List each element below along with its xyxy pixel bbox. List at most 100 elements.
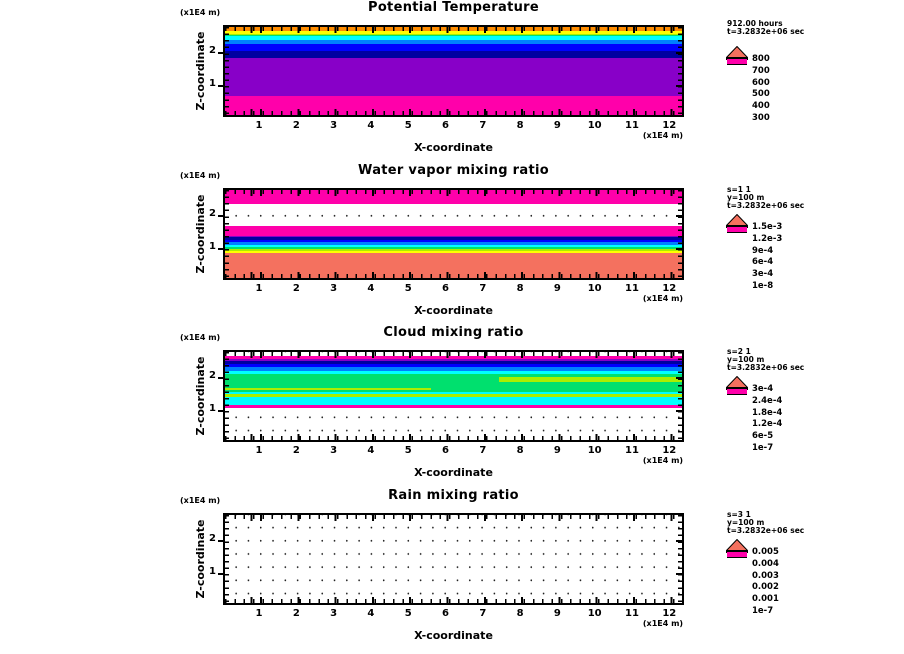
- x-tick-label: 6: [442, 283, 449, 294]
- y-axis-major-tick: [218, 573, 225, 576]
- y-axis-minor-ticks: [678, 352, 682, 440]
- colorbar-segment: [727, 552, 747, 557]
- contour-band: [499, 377, 682, 382]
- x-tick-label: 6: [442, 608, 449, 619]
- contour-band: [225, 359, 682, 361]
- contour-band: [225, 35, 682, 37]
- x-tick-label: 9: [553, 445, 561, 456]
- colorbar-header-line: t=3.2832e+06 sec: [727, 526, 805, 535]
- x-tick-label: 1: [255, 283, 263, 294]
- y-axis-label: Z-coordinate: [194, 194, 207, 274]
- contour-band: [225, 235, 682, 238]
- contour-band: [225, 387, 431, 391]
- x-axis-major-ticks: [225, 597, 682, 603]
- colorbar-tick-label: 1.2e-4: [752, 419, 783, 430]
- x-tick-label: 12: [662, 120, 677, 131]
- colorbar-header-line: y=100 m: [727, 355, 765, 364]
- colorbar-tick-label: 1e-7: [752, 606, 774, 616]
- x-tick-label: 7: [479, 608, 487, 619]
- colorbar-tick-label: 0.001: [752, 594, 779, 605]
- y-axis-major-tick: [218, 85, 225, 88]
- x-axis-label: X-coordinate: [414, 466, 493, 479]
- y-axis-major-tick: [218, 52, 225, 55]
- contour-band: [225, 360, 682, 364]
- y-axis-major-tick: [676, 248, 682, 251]
- x-tick-label: 9: [553, 608, 561, 619]
- contour-band: [225, 250, 682, 253]
- x-tick-label: 6: [442, 120, 449, 131]
- colorbar-tick-label: 600: [752, 77, 770, 88]
- plot-area: [218, 350, 684, 442]
- contour-band: [225, 226, 682, 236]
- contour-band: [225, 239, 682, 243]
- colorbar-tick-label: 1e-8: [752, 281, 774, 291]
- contour-band: [225, 237, 682, 240]
- x-axis-label: X-coordinate: [414, 629, 493, 642]
- colorbar-tick-label: 0.002: [752, 582, 779, 593]
- x-tick-label: 5: [404, 120, 412, 131]
- colorbar-header-line: y=100 m: [727, 193, 765, 202]
- colorbar-header-line: t=3.2832e+06 sec: [727, 201, 805, 210]
- colorbar-header-line: s=1 1: [727, 185, 751, 194]
- y-axis-minor-ticks: [678, 27, 682, 115]
- colorbar-tick-label: 3e-4: [752, 269, 774, 280]
- x-axis-unit: (x1E4 m): [642, 619, 684, 628]
- colorbar-tick-label: 9e-4: [752, 245, 774, 256]
- colorbar-header-line: s=2 1: [727, 347, 751, 356]
- plot-area: [218, 188, 684, 280]
- x-tick-label: 7: [479, 283, 487, 294]
- x-tick-label: 2: [292, 283, 300, 294]
- x-tick-label: 5: [404, 445, 412, 456]
- x-tick-label: 10: [587, 283, 602, 294]
- y-axis-minor-ticks: [225, 352, 229, 440]
- y-axis-major-tick: [676, 410, 682, 413]
- colorbar-tick-label: 1.5e-3: [752, 222, 783, 232]
- y-axis-major-tick: [218, 377, 225, 380]
- y-axis-label: Z-coordinate: [194, 519, 207, 599]
- y-tick-label: 1: [209, 403, 216, 415]
- x-axis-major-ticks: [225, 352, 682, 358]
- x-axis-major-ticks: [225, 190, 682, 196]
- y-axis-label: Z-coordinate: [194, 31, 207, 111]
- y-axis-unit: (x1E4 m): [180, 8, 221, 17]
- contour-band: [225, 39, 682, 45]
- x-tick-label: 1: [255, 608, 263, 619]
- y-tick-label: 1: [209, 566, 216, 578]
- contour-band: [225, 363, 682, 368]
- y-tick-label: 2: [209, 370, 216, 382]
- colorbar-header-line: t=3.2832e+06 sec: [727, 27, 805, 36]
- x-axis-major-ticks: [225, 272, 682, 278]
- x-tick-label: 4: [367, 120, 375, 131]
- x-axis-major-ticks: [225, 434, 682, 440]
- x-tick-label: 11: [625, 608, 639, 619]
- colorbar-over-triangle: [726, 376, 748, 388]
- x-tick-label: 11: [625, 445, 639, 456]
- y-axis-minor-ticks: [678, 515, 682, 603]
- colorbar-tick-label: 1.8e-4: [752, 407, 783, 418]
- x-tick-label: 9: [553, 283, 561, 294]
- y-tick-label: 2: [209, 45, 216, 57]
- plot-area: [218, 513, 684, 605]
- colorbar-tick-label: 1.2e-3: [752, 233, 783, 244]
- colorbar-tick-label: 6e-5: [752, 431, 774, 442]
- contour-band: [225, 405, 682, 408]
- x-axis-major-ticks: [225, 515, 682, 521]
- x-tick-label: 4: [367, 608, 375, 619]
- contour-band: [225, 242, 682, 245]
- y-axis-major-tick: [218, 410, 225, 413]
- y-axis-minor-ticks: [225, 190, 229, 278]
- y-tick-label: 2: [209, 533, 216, 545]
- x-tick-label: 3: [330, 608, 338, 619]
- x-axis-unit: (x1E4 m): [642, 294, 684, 303]
- y-axis-minor-ticks: [225, 27, 229, 115]
- panel-title: Rain mixing ratio: [388, 488, 519, 503]
- x-tick-label: 1: [255, 445, 263, 456]
- x-axis-unit: (x1E4 m): [642, 131, 684, 140]
- contour-band: [225, 247, 682, 250]
- colorbar-tick-label: 1e-7: [752, 443, 774, 453]
- y-axis-major-tick: [218, 540, 225, 543]
- colorbar-segment: [727, 59, 747, 64]
- x-tick-label: 3: [330, 445, 338, 456]
- y-axis-major-tick: [676, 573, 682, 576]
